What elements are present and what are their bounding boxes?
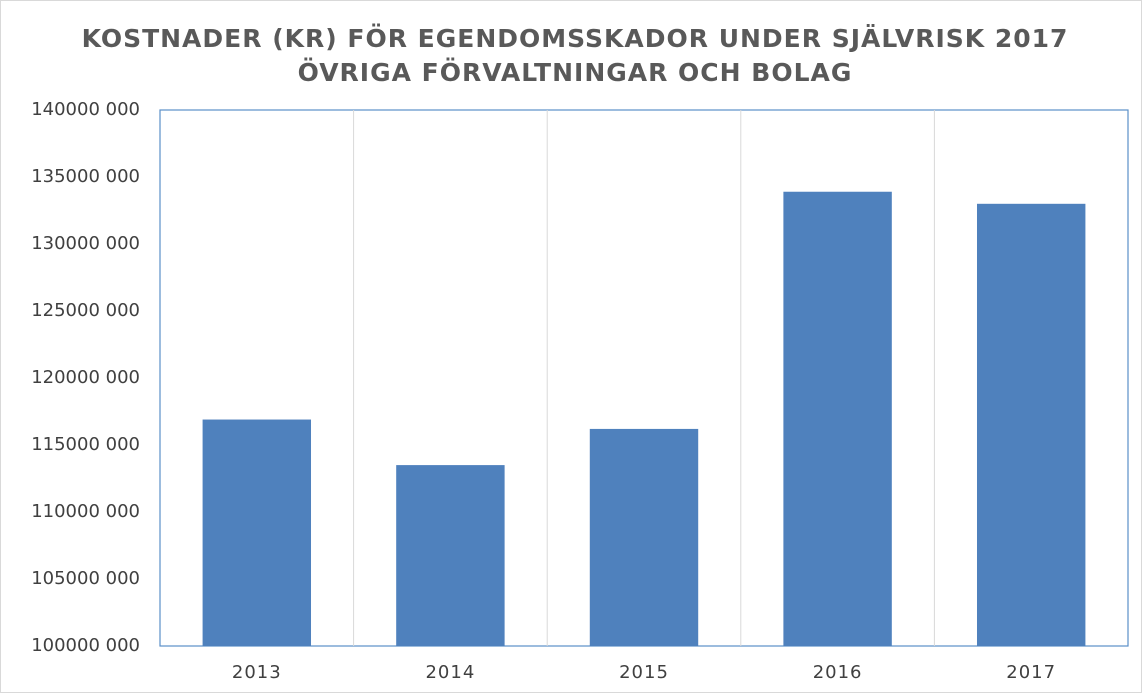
chart-title: KOSTNADER (KR) FÖR EGENDOMSSKADOR UNDER …	[82, 23, 1069, 53]
bar	[783, 191, 892, 647]
y-tick-label: 105000 000	[31, 568, 140, 589]
y-tick-label: 120000 000	[31, 367, 140, 388]
y-tick-label: 140000 000	[31, 99, 140, 120]
bar	[202, 419, 312, 646]
x-tick-label: 2014	[425, 662, 475, 683]
bar	[976, 203, 1086, 647]
y-tick-label: 125000 000	[31, 300, 140, 321]
bar	[589, 428, 699, 646]
y-tick-label: 135000 000	[31, 166, 140, 187]
y-tick-label: 100000 000	[31, 635, 140, 656]
bar	[396, 465, 505, 646]
y-tick-label: 130000 000	[31, 233, 140, 254]
chart-subtitle: ÖVRIGA FÖRVALTNINGAR OCH BOLAG	[298, 57, 853, 87]
y-tick-label: 115000 000	[31, 434, 140, 455]
x-tick-label: 2016	[813, 662, 863, 683]
x-tick-label: 2017	[1006, 662, 1056, 683]
x-tick-label: 2015	[619, 662, 669, 683]
x-tick-label: 2013	[232, 662, 282, 683]
y-tick-label: 110000 000	[31, 501, 140, 522]
